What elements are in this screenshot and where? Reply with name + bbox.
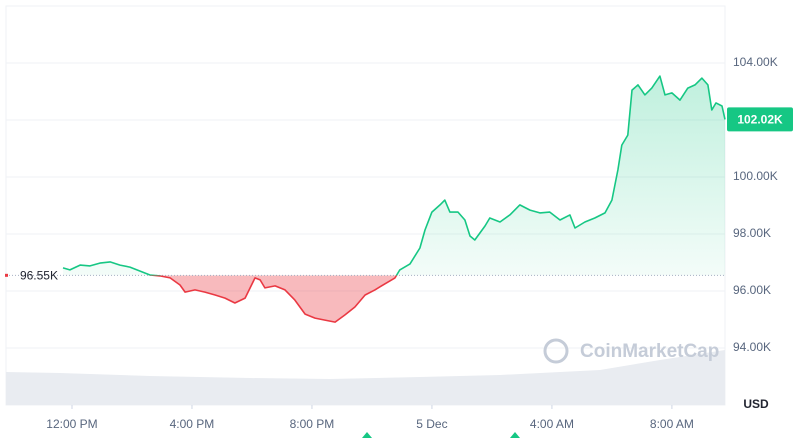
area <box>62 76 726 323</box>
y-tick-label: 96.00K <box>733 283 771 297</box>
x-tick-label: 5 Dec <box>416 417 447 431</box>
y-tick-label: 94.00K <box>733 340 771 354</box>
unit-label: USD <box>743 397 769 411</box>
event-marker <box>362 432 520 438</box>
volume-area <box>6 350 725 405</box>
x-tick-label: 8:00 PM <box>290 417 335 431</box>
x-tick-label: 8:00 AM <box>650 417 694 431</box>
y-tick-label: 100.00K <box>733 169 778 183</box>
current-price-label: 102.02K <box>737 113 783 127</box>
price-line <box>62 75 726 323</box>
y-tick-label: 98.00K <box>733 226 771 240</box>
x-tick-label: 4:00 PM <box>170 417 215 431</box>
plot-layer <box>6 62 726 349</box>
watermark-logo <box>543 338 569 364</box>
current-price-tag <box>727 107 793 132</box>
watermark: CoinMarketCap <box>580 341 719 362</box>
x-tick-label: 12:00 PM <box>46 417 97 431</box>
y-tick-label: 104.00K <box>733 55 778 69</box>
baseline-dot <box>5 273 8 277</box>
baseline-label: 96.55K <box>20 268 58 282</box>
x-tick-label: 4:00 AM <box>530 417 574 431</box>
